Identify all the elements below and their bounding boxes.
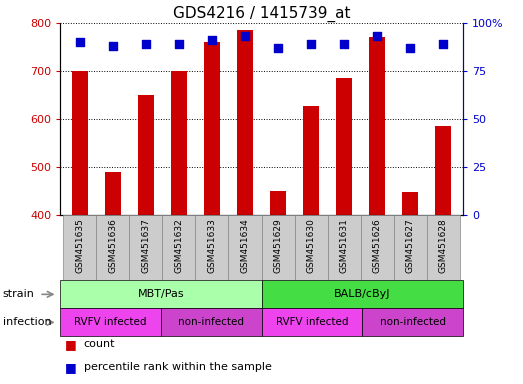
Text: count: count [84, 339, 115, 349]
Text: non-infected: non-infected [380, 317, 446, 328]
Point [406, 45, 414, 51]
Bar [163, 215, 196, 280]
Point [274, 45, 282, 51]
Bar [369, 38, 385, 215]
Bar [105, 172, 121, 215]
Bar [327, 215, 360, 280]
Bar [72, 71, 88, 215]
Point [208, 37, 216, 43]
Bar [402, 192, 418, 215]
Point [340, 41, 348, 47]
Point [109, 43, 117, 49]
Bar [393, 215, 427, 280]
Text: strain: strain [3, 289, 35, 300]
Text: infection: infection [3, 317, 51, 328]
Point [373, 33, 381, 40]
Text: BALB/cByJ: BALB/cByJ [334, 289, 391, 300]
Text: GSM451633: GSM451633 [208, 218, 217, 273]
Text: GSM451630: GSM451630 [306, 218, 315, 273]
Bar [170, 71, 187, 215]
Bar [237, 30, 253, 215]
Bar [336, 78, 353, 215]
Bar [96, 215, 130, 280]
Text: ■: ■ [65, 361, 77, 374]
Point [307, 41, 315, 47]
Text: GSM451631: GSM451631 [339, 218, 348, 273]
Point [76, 39, 84, 45]
Text: ■: ■ [65, 338, 77, 351]
Text: GSM451634: GSM451634 [241, 218, 249, 273]
Text: GSM451629: GSM451629 [274, 218, 282, 273]
Bar [360, 215, 393, 280]
Point [175, 41, 183, 47]
Bar [138, 95, 154, 215]
Bar [196, 215, 229, 280]
Bar [270, 191, 286, 215]
Text: GSM451626: GSM451626 [372, 218, 382, 273]
Bar [204, 42, 220, 215]
Bar [229, 215, 262, 280]
Text: GSM451636: GSM451636 [108, 218, 118, 273]
Text: GSM451628: GSM451628 [439, 218, 448, 273]
Bar [435, 126, 451, 215]
Text: GSM451637: GSM451637 [141, 218, 151, 273]
Text: MBT/Pas: MBT/Pas [138, 289, 184, 300]
Title: GDS4216 / 1415739_at: GDS4216 / 1415739_at [173, 5, 350, 22]
Bar [294, 215, 327, 280]
Text: GSM451635: GSM451635 [75, 218, 84, 273]
Bar [63, 215, 96, 280]
Bar [303, 106, 319, 215]
Point [439, 41, 447, 47]
Point [241, 33, 249, 40]
Point [142, 41, 150, 47]
Text: RVFV infected: RVFV infected [276, 317, 348, 328]
Text: RVFV infected: RVFV infected [74, 317, 147, 328]
Bar [130, 215, 163, 280]
Text: GSM451627: GSM451627 [405, 218, 415, 273]
Text: percentile rank within the sample: percentile rank within the sample [84, 362, 271, 372]
Text: non-infected: non-infected [178, 317, 244, 328]
Bar [427, 215, 460, 280]
Bar [262, 215, 294, 280]
Text: GSM451632: GSM451632 [175, 218, 184, 273]
